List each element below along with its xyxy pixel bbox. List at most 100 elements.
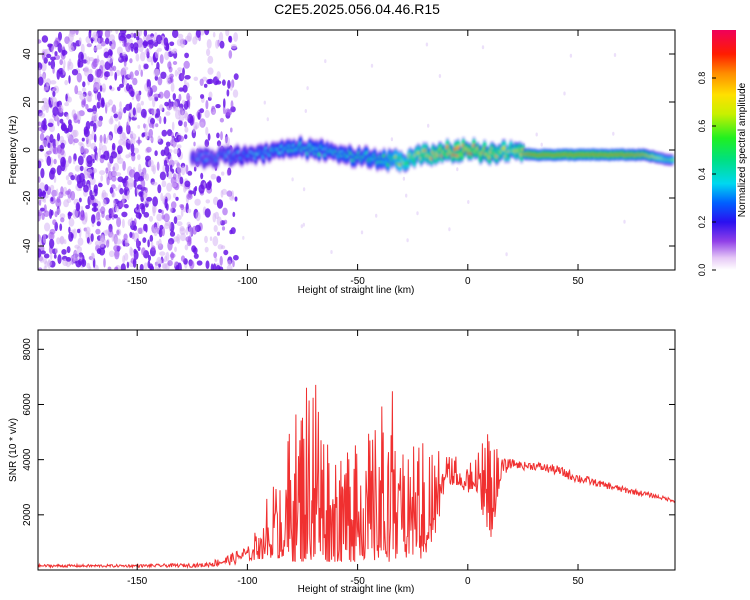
noise-speck <box>43 86 47 92</box>
noise-speck <box>40 168 45 179</box>
spectrogram-x-axis: -150 -100 -50 0 50 <box>127 30 584 287</box>
colorbar-gradient <box>712 30 736 270</box>
noise-speck <box>205 126 209 136</box>
noise-speck <box>77 119 81 124</box>
noise-speck <box>185 236 192 243</box>
noise-speck <box>54 211 58 218</box>
noise-speck <box>180 232 186 242</box>
noise-speck <box>212 108 216 114</box>
noise-speck <box>38 188 43 197</box>
noise-speck <box>467 200 470 204</box>
noise-speck <box>60 186 64 195</box>
noise-speck <box>38 248 42 258</box>
noise-speck <box>49 169 55 180</box>
noise-speck <box>86 237 90 244</box>
snr-x-label: Height of straight line (km) <box>298 584 415 595</box>
noise-speck <box>105 239 110 248</box>
noise-speck <box>149 137 154 142</box>
noise-speck <box>228 50 233 59</box>
noise-speck <box>126 33 132 39</box>
noise-speck <box>456 167 459 172</box>
noise-speck <box>143 63 149 70</box>
noise-speck <box>169 207 173 213</box>
noise-speck <box>168 159 175 168</box>
noise-speck <box>170 82 175 93</box>
x-tick-label: 0 <box>465 276 471 287</box>
spectrogram-y-axis: -40 -20 0 20 40 <box>22 48 675 253</box>
noise-speck <box>60 142 65 150</box>
y-tick-label: 40 <box>22 48 33 60</box>
noise-speck <box>182 84 188 93</box>
noise-speck <box>226 109 232 116</box>
noise-speck <box>130 133 137 140</box>
x-tick-label: -150 <box>127 576 147 587</box>
noise-speck <box>540 142 543 147</box>
noise-speck <box>185 227 189 236</box>
noise-speck <box>159 224 164 230</box>
noise-speck <box>230 127 233 133</box>
noise-speck <box>61 45 65 50</box>
noise-speck <box>81 99 86 105</box>
noise-speck <box>129 246 133 256</box>
noise-speck <box>223 249 229 256</box>
noise-speck <box>65 128 70 133</box>
noise-speck <box>87 168 93 174</box>
noise-speck <box>151 181 158 186</box>
noise-speck <box>72 208 79 219</box>
noise-speck <box>86 56 91 65</box>
spectrogram-y-label: Frequency (Hz) <box>8 116 19 185</box>
noise-speck <box>158 238 162 247</box>
noise-speck <box>59 118 64 124</box>
noise-speck <box>65 190 71 195</box>
noise-speck <box>233 73 239 80</box>
noise-speck <box>125 103 132 111</box>
noise-speck <box>204 109 210 119</box>
noise-speck <box>143 123 146 129</box>
noise-speck <box>168 66 173 73</box>
noise-speck <box>156 61 160 71</box>
noise-speck <box>152 97 156 108</box>
noise-speck <box>64 102 69 107</box>
noise-speck <box>227 259 232 267</box>
noise-speck <box>44 184 49 192</box>
noise-speck <box>180 204 185 211</box>
noise-speck <box>113 214 118 219</box>
noise-speck <box>228 35 232 43</box>
noise-speck <box>41 139 48 147</box>
y-tick-label: 4000 <box>22 448 33 471</box>
noise-speck <box>91 207 99 212</box>
noise-speck <box>183 121 188 128</box>
noise-speck <box>67 96 72 103</box>
noise-speck <box>173 173 177 180</box>
y-tick-label: -20 <box>22 190 33 205</box>
noise-speck <box>86 43 92 48</box>
noise-speck <box>70 190 76 201</box>
noise-speck <box>82 81 86 88</box>
noise-speck <box>68 119 72 126</box>
noise-speck <box>176 164 183 174</box>
noise-speck <box>204 208 211 218</box>
noise-speck <box>184 180 191 188</box>
noise-speck <box>140 51 146 62</box>
noise-speck <box>56 133 61 142</box>
noise-speck <box>210 173 217 180</box>
noise-speck <box>191 245 197 253</box>
noise-speck <box>79 197 82 203</box>
noise-speck <box>38 209 43 217</box>
noise-speck <box>180 255 186 262</box>
noise-speck <box>179 225 185 232</box>
noise-speck <box>55 114 59 122</box>
noise-speck <box>142 237 147 244</box>
noise-speck <box>124 175 129 181</box>
noise-speck <box>148 122 154 128</box>
noise-speck <box>448 227 451 232</box>
noise-speck <box>93 184 99 194</box>
noise-speck <box>95 92 98 101</box>
noise-speck <box>135 53 140 62</box>
noise-speck <box>151 108 157 116</box>
noise-speck <box>234 196 238 202</box>
noise-speck <box>63 239 67 245</box>
noise-speck <box>155 108 161 118</box>
noise-speck <box>204 235 208 244</box>
noise-speck <box>131 46 134 52</box>
